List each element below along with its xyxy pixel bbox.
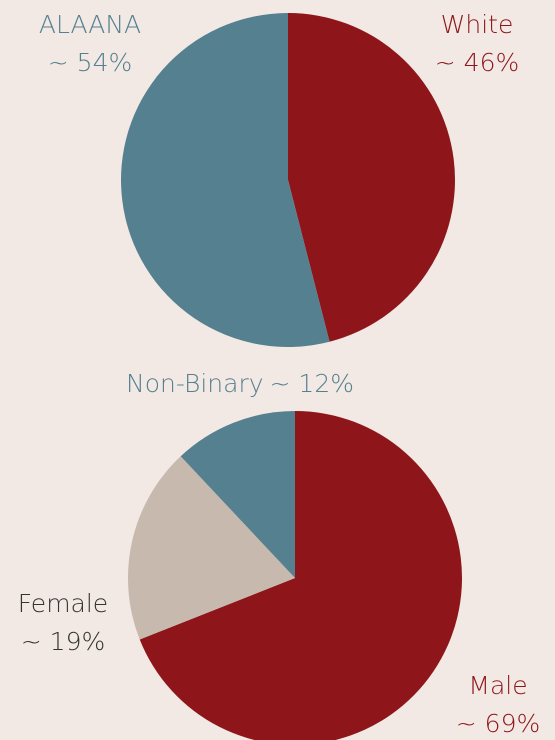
pie-slice <box>128 456 295 640</box>
category-label: ALAANA <box>39 10 141 39</box>
value-label: ~ 19% <box>21 627 105 656</box>
category-label: Non-Binary <box>126 369 264 398</box>
value-label: ~ 46% <box>435 48 519 77</box>
slice-label: Non-Binary ~ 12% <box>126 369 354 398</box>
value-label: ~ 54% <box>48 48 132 77</box>
pie-slice <box>180 411 295 578</box>
category-label: Male <box>468 671 527 700</box>
value-label: ~ 12% <box>270 369 354 398</box>
category-label: White <box>441 10 514 39</box>
pie-slice <box>139 411 462 740</box>
pie-slice <box>121 13 330 347</box>
category-label: Female <box>18 589 108 618</box>
pie-slice <box>288 13 456 342</box>
value-label: ~ 69% <box>456 709 540 738</box>
